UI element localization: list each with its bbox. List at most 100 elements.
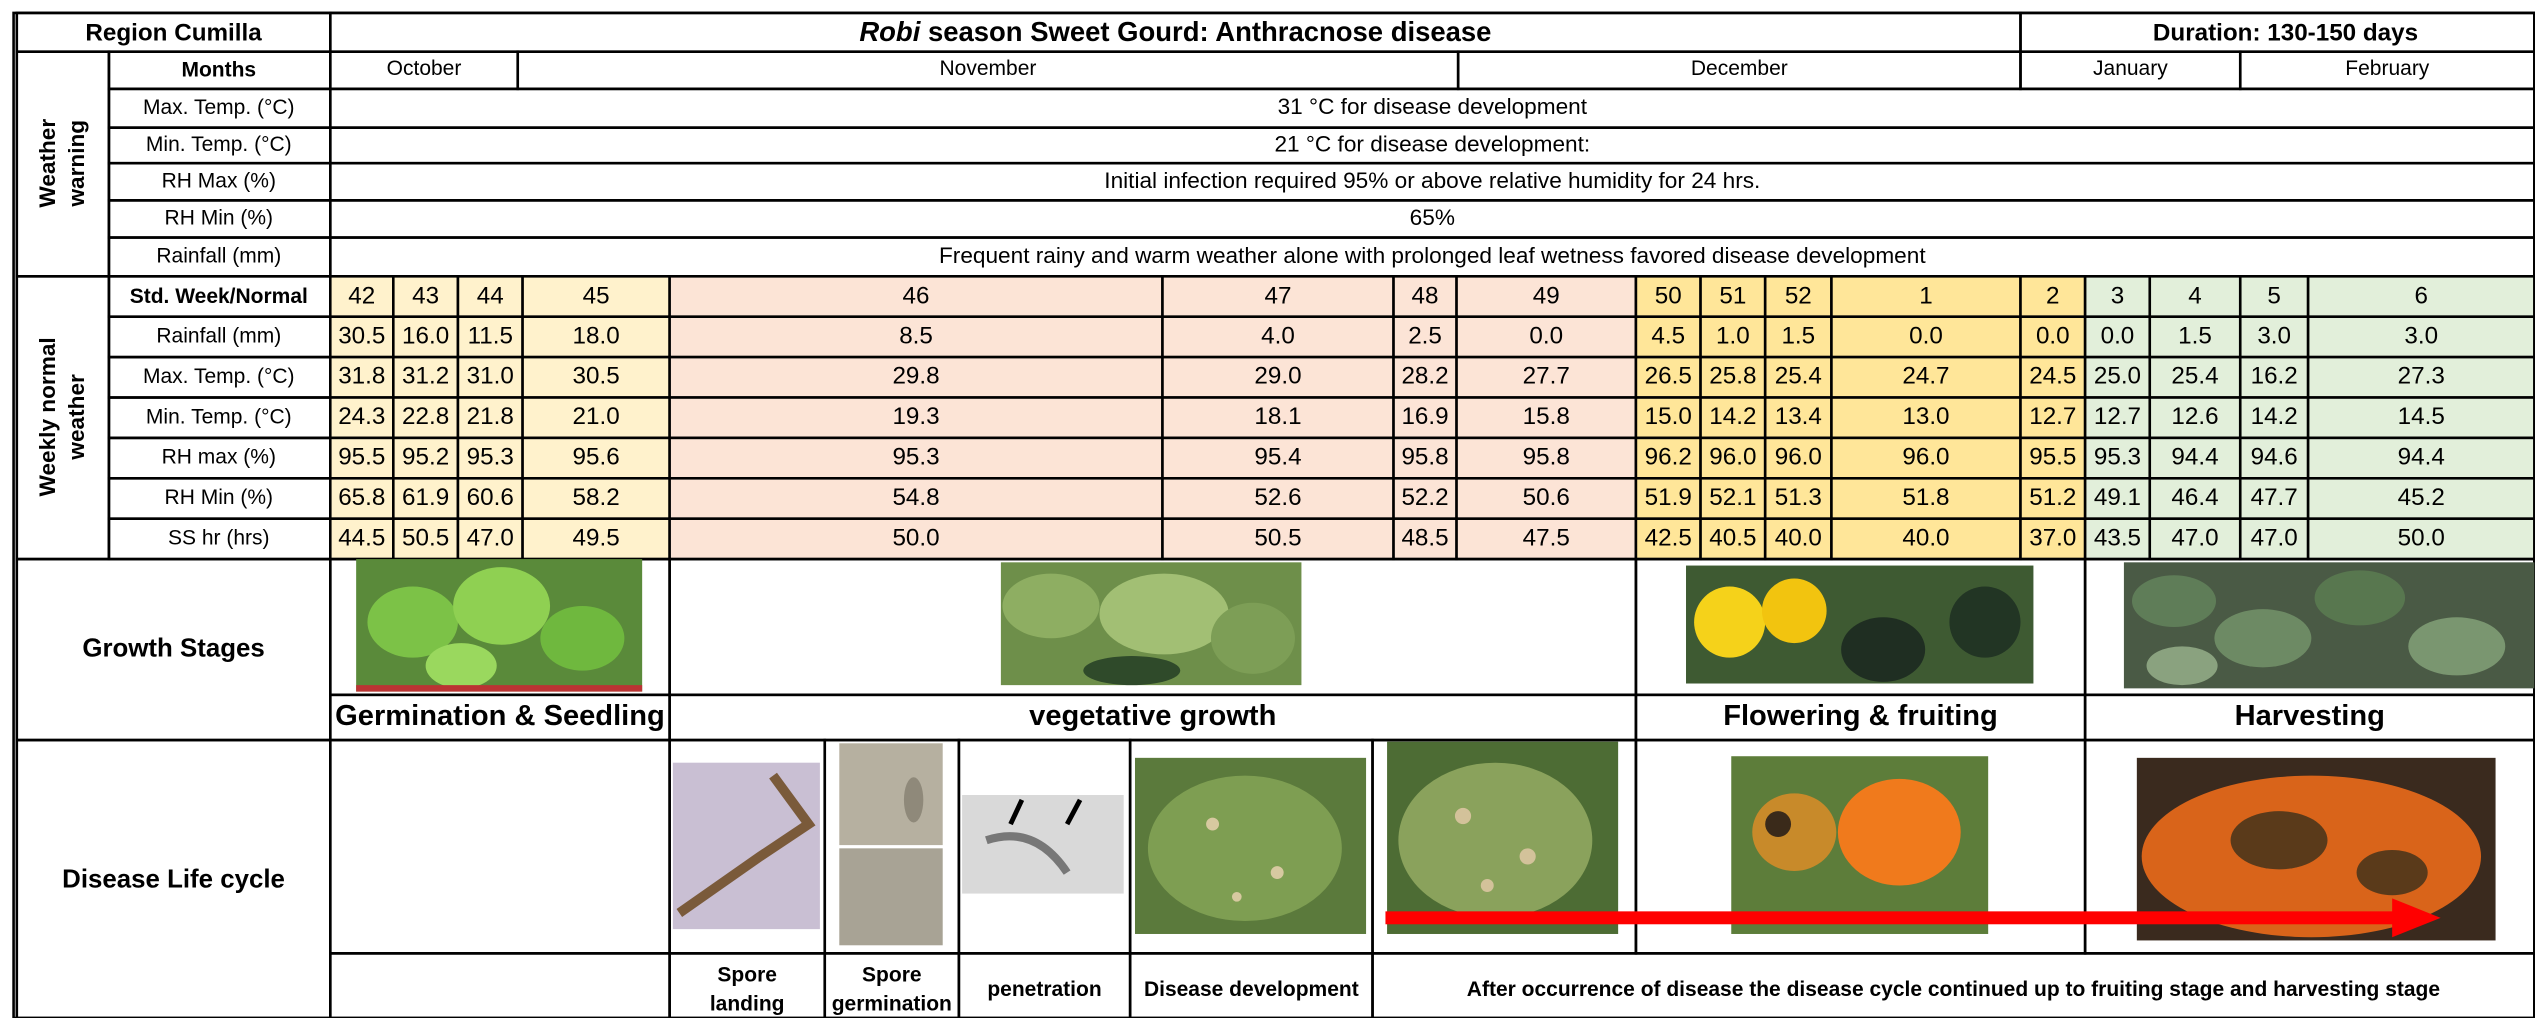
value: 0.0 [2036,322,2070,349]
value: 94.4 [2171,444,2218,471]
flowering-photo [1686,566,2033,684]
week: 5 [2267,283,2280,310]
value: 52.1 [1709,484,1756,511]
duration: Duration: 130-150 days [2153,19,2418,46]
value: 14.2 [2251,403,2298,430]
week: 50 [1655,283,1682,310]
cell [17,52,109,277]
week: 45 [583,283,610,310]
row-label: RH Min (%) [165,486,273,509]
value: 19.3 [892,403,939,430]
warning-text: 31 °C for disease development [1278,94,1588,119]
value: 95.3 [467,444,514,471]
value: 30.5 [338,322,385,349]
value: 27.3 [2398,363,2445,390]
value: 42.5 [1645,524,1692,551]
month: December [1691,57,1788,80]
value: 25.8 [1709,363,1756,390]
value: 37.0 [2029,524,2076,551]
seedling-photo [356,559,642,692]
value: 3.0 [2257,322,2291,349]
value: 12.6 [2171,403,2218,430]
value: 96.0 [1775,444,1822,471]
week: 2 [2046,283,2059,310]
week: 4 [2188,283,2201,310]
value: 22.8 [402,403,449,430]
row-label: RH max (%) [162,446,276,469]
value: 47.0 [2171,524,2218,551]
leaf-lesion-photo [1387,742,1618,934]
value: 43.5 [2094,524,2141,551]
warning-text: Initial infection required 95% or above … [1104,168,1760,193]
photos [356,559,2534,945]
step: landing [710,993,785,1016]
disease-development-photo [1135,758,1366,934]
value: 4.5 [1651,322,1685,349]
value: 24.3 [338,403,385,430]
month: October [387,57,462,80]
warning-text: 65% [1410,205,1455,230]
value: 15.0 [1645,403,1692,430]
week: 42 [348,283,375,310]
value: 14.5 [2398,403,2445,430]
value: 95.5 [338,444,385,471]
value: 16.9 [1401,403,1448,430]
value: 16.0 [402,322,449,349]
value: 25.4 [1775,363,1822,390]
value: 50.6 [1523,484,1570,511]
step: Spore [862,964,922,987]
value: 95.8 [1523,444,1570,471]
value: 50.5 [402,524,449,551]
value: 51.2 [2029,484,2076,511]
value: 47.0 [2251,524,2298,551]
value: 96.0 [1709,444,1756,471]
step: penetration [987,978,1101,1001]
value: 40.0 [1775,524,1822,551]
value: 18.1 [1254,403,1301,430]
growth-label: Growth Stages [82,634,264,662]
value: 52.6 [1254,484,1301,511]
value: 54.8 [892,484,939,511]
value: 61.9 [402,484,449,511]
value: 94.6 [2251,444,2298,471]
value: 4.0 [1261,322,1295,349]
value: 40.5 [1709,524,1756,551]
week: 49 [1533,283,1560,310]
stage: Flowering & fruiting [1723,700,1998,732]
weather-warning-label: warning [64,120,89,208]
value: 31.8 [338,363,385,390]
title-italic: Robi [859,16,921,47]
disease-label: Disease Life cycle [62,865,285,893]
value: 40.0 [1902,524,1949,551]
value: 0.0 [1909,322,1943,349]
week-label: Std. Week/Normal [130,285,308,308]
value: 15.8 [1523,403,1570,430]
week: 46 [903,283,930,310]
value: 52.2 [1401,484,1448,511]
infected-fruit-photo [1731,756,1988,934]
value: 1.5 [2178,322,2212,349]
value: 48.5 [1401,524,1448,551]
title-rest: season Sweet Gourd: Anthracnose disease [920,16,1491,47]
row-label: Max. Temp. (°C) [143,96,295,119]
value: 13.4 [1775,403,1822,430]
value: 29.0 [1254,363,1301,390]
row-label: Min. Temp. (°C) [146,405,292,428]
month: January [2093,57,2168,80]
value: 24.5 [2029,363,2076,390]
value: 3.0 [2404,322,2438,349]
month: February [2345,57,2430,80]
title: Robi season Sweet Gourd: Anthracnose dis… [859,16,1491,47]
months-label: Months [181,59,256,82]
cell [330,740,669,953]
week: 47 [1265,283,1292,310]
value: 18.0 [573,322,620,349]
value: 60.6 [467,484,514,511]
value: 12.7 [2094,403,2141,430]
sheet: Region CumillaRobi season Sweet Gourd: A… [0,0,2535,1018]
value: 58.2 [573,484,620,511]
value: 31.2 [402,363,449,390]
value: 95.8 [1401,444,1448,471]
value: 47.7 [2251,484,2298,511]
value: 94.4 [2398,444,2445,471]
